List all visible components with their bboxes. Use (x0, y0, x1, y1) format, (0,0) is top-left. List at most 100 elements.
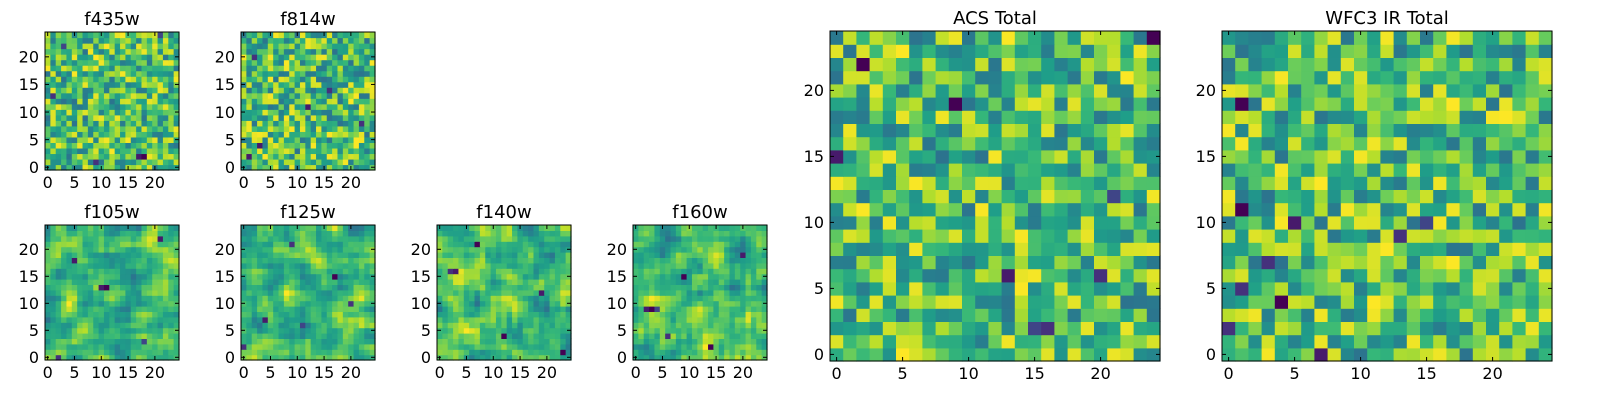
heatmap-cell (447, 241, 454, 248)
heatmap-cell (734, 225, 741, 231)
heatmap-cell (1120, 123, 1135, 138)
heatmap-cell (750, 316, 757, 323)
heatmap-cell (729, 311, 736, 318)
heatmap-cell (675, 284, 682, 291)
heatmap-cell (273, 246, 280, 253)
heatmap-cell (1222, 347, 1236, 362)
heatmap-cell (273, 295, 280, 302)
heatmap-cell (1486, 163, 1500, 177)
heatmap-cell (948, 189, 963, 204)
heatmap-cell (109, 98, 116, 105)
heatmap-cell (856, 97, 871, 111)
heatmap-cell (1133, 268, 1148, 283)
heatmap-cell (267, 306, 274, 312)
heatmap-cell (1406, 255, 1421, 270)
heatmap-cell (157, 43, 164, 50)
heatmap-cell (724, 257, 731, 264)
heatmap-cell (922, 110, 937, 124)
heatmap-cell (1067, 149, 1082, 164)
heatmap-cell (1340, 321, 1355, 336)
heatmap-cell (501, 311, 508, 318)
heatmap-cell (71, 327, 78, 334)
heatmap-cell (310, 338, 317, 345)
heatmap-cell (1028, 31, 1042, 45)
heatmap-cell (512, 225, 518, 231)
heatmap-cell (463, 333, 470, 339)
heatmap-cell (283, 322, 290, 329)
heatmap-cell (358, 273, 365, 280)
heatmap-cell (283, 295, 290, 302)
heatmap-cell (358, 164, 365, 171)
heatmap-cell (1288, 268, 1302, 283)
heatmap-cell (474, 300, 481, 307)
heatmap-cell (299, 257, 306, 264)
heatmap-cell (152, 98, 159, 105)
heatmap-cell (369, 131, 376, 138)
heatmap-cell (82, 164, 89, 171)
heatmap-cell (565, 252, 572, 258)
heatmap-cell (442, 268, 449, 275)
heatmap-cell (1146, 70, 1161, 85)
heatmap-cell (321, 316, 328, 323)
heatmap-cell (348, 322, 355, 329)
heatmap-cell (882, 334, 897, 349)
heatmap-cell (130, 230, 137, 237)
heatmap-cell (146, 327, 153, 334)
heatmap-cell (332, 327, 339, 334)
heatmap-cell (948, 123, 963, 138)
heatmap-cell (262, 142, 269, 149)
heatmap-cell (251, 316, 258, 323)
heatmap-cell (305, 262, 312, 269)
heatmap-cell (45, 98, 51, 105)
heatmap-cell (141, 306, 148, 312)
heatmap-cell (125, 158, 132, 166)
heatmap-cell (168, 295, 175, 302)
heatmap-cell (326, 65, 333, 72)
heatmap-cell (1133, 57, 1148, 72)
heatmap-cell (369, 333, 376, 339)
heatmap-cell (1459, 295, 1474, 309)
heatmap-cell (61, 109, 68, 116)
heatmap-cell (326, 87, 333, 94)
heatmap-cell (1120, 83, 1135, 98)
heatmap-cell (549, 327, 556, 334)
heatmap-cell (1499, 176, 1513, 190)
heatmap-cell (447, 246, 454, 253)
heatmap-cell (1274, 163, 1289, 177)
heatmap-cell (474, 268, 481, 275)
heatmap-cell (103, 59, 110, 66)
heatmap-cell (246, 125, 253, 132)
heatmap-cell (267, 349, 274, 356)
heatmap-cell (633, 284, 639, 291)
heatmap-cell (168, 343, 175, 350)
heatmap-cell (665, 295, 672, 302)
heatmap-cell (538, 241, 545, 248)
heatmap-cell (1340, 242, 1355, 256)
heatmap-cell (257, 333, 264, 339)
heatmap-cell (326, 131, 333, 138)
x-tick-label: 15 (118, 173, 138, 192)
heatmap-cell (691, 279, 698, 285)
heatmap-cell (299, 327, 306, 334)
axes-frame (44, 31, 180, 171)
heatmap-cell (474, 257, 481, 264)
heatmap-cell (55, 322, 62, 329)
heatmap-cell (141, 225, 148, 231)
heatmap-cell (501, 241, 508, 248)
heatmap-cell (538, 354, 545, 361)
heatmap-cell (665, 230, 672, 237)
heatmap-cell (1107, 308, 1121, 322)
heatmap-cell (173, 153, 180, 160)
heatmap-cell (560, 268, 567, 275)
heatmap-cell (120, 114, 126, 121)
heatmap-cell (544, 279, 551, 285)
heatmap-cell (1274, 321, 1289, 336)
heatmap-cell (162, 54, 169, 61)
heatmap-cell (136, 354, 143, 361)
heatmap-cell (869, 163, 884, 177)
heatmap-cell (283, 268, 290, 275)
heatmap-cell (130, 70, 137, 77)
heatmap-cell (251, 158, 258, 166)
heatmap-cell (93, 65, 100, 72)
